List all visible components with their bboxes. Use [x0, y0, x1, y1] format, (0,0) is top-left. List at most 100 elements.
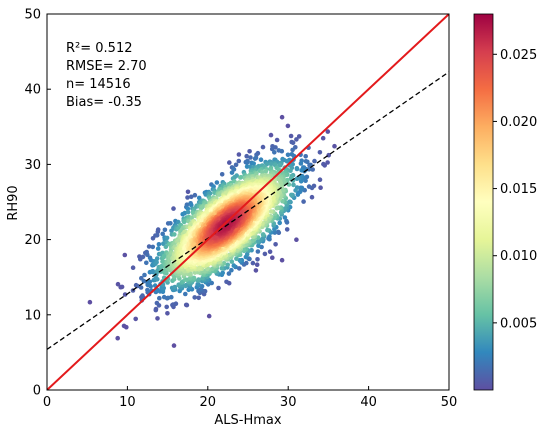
scatter-point — [130, 265, 136, 271]
scatter-point — [298, 185, 304, 191]
colorbar — [473, 13, 494, 391]
scatter-point — [161, 253, 167, 259]
scatter-point — [298, 161, 304, 166]
scatter-point — [155, 246, 161, 251]
scatter-point — [255, 249, 261, 254]
scatter-point — [298, 179, 304, 184]
scatter-point — [284, 218, 289, 224]
colorbar-tick-label: 0.025 — [500, 48, 537, 63]
scatter-point — [171, 343, 177, 348]
scatter-point — [153, 306, 159, 312]
scatter-point — [260, 144, 266, 150]
scatter-point — [306, 184, 312, 189]
colorbar-tick-label: 0.015 — [500, 182, 537, 197]
scatter-point — [236, 152, 242, 157]
scatter-point — [279, 148, 285, 154]
x-tick-label: 20 — [200, 395, 217, 410]
scatter-point — [164, 235, 170, 241]
scatter-point — [285, 123, 291, 129]
scatter-point — [142, 272, 147, 278]
scatter-point — [225, 262, 230, 268]
scatter-point — [255, 239, 260, 244]
scatter-point — [138, 285, 144, 290]
scatter-point — [192, 295, 197, 300]
y-tick-label: 0 — [33, 384, 41, 399]
colorbar-tick-label: 0.020 — [500, 115, 537, 130]
x-tick-label: 40 — [360, 395, 377, 410]
y-tick-label: 20 — [24, 233, 41, 248]
scatter-point — [155, 277, 160, 282]
stat-bias: Bias= -0.35 — [66, 95, 142, 110]
scatter-point — [236, 266, 242, 271]
scatter-point — [273, 242, 278, 247]
scatter-point — [270, 255, 275, 260]
scatter-point — [172, 284, 178, 290]
scatter-point — [195, 282, 200, 287]
scatter-point — [122, 252, 128, 258]
scatter-point — [275, 176, 281, 182]
scatter-point — [148, 284, 153, 289]
scatter-point — [294, 176, 300, 181]
scatter-point — [307, 162, 312, 168]
scatter-point — [267, 249, 273, 254]
scatter-point — [155, 316, 160, 321]
scatter-point — [160, 231, 165, 237]
scatter-point — [317, 177, 323, 182]
y-tick-label: 10 — [24, 308, 41, 323]
scatter-point — [146, 244, 152, 249]
scatter-point — [115, 281, 121, 287]
scatter-point — [251, 161, 256, 166]
scatter-point — [260, 232, 266, 237]
scatter-point — [248, 155, 253, 160]
scatter-point — [288, 133, 294, 139]
scatter-point — [191, 275, 197, 281]
x-tick-label: 30 — [280, 395, 297, 410]
scatter-point — [183, 302, 189, 308]
scatter-point — [256, 243, 261, 248]
scatter-point — [255, 257, 260, 262]
scatter-point — [263, 169, 269, 174]
colorbar-ticks: 0.005 0.010 0.015 0.020 0.025 — [493, 48, 537, 331]
scatter-point — [193, 213, 198, 219]
scatter-point — [321, 161, 326, 167]
scatter-point — [233, 162, 239, 168]
x-tick-label: 10 — [119, 395, 136, 410]
scatter-point — [282, 215, 288, 220]
scatter-point — [157, 295, 162, 301]
scatter-point — [140, 293, 145, 298]
scatter-point — [122, 292, 128, 297]
scatter-point — [196, 295, 201, 301]
scatter-point — [141, 278, 147, 284]
scatter-point — [154, 256, 160, 261]
scatter-point — [183, 282, 189, 288]
scatter-point — [226, 271, 232, 276]
x-axis-ticks: 0 10 20 30 40 50 — [43, 386, 457, 410]
scatter-point — [279, 257, 285, 263]
scatter-point — [164, 304, 169, 310]
y-axis-ticks: 0 10 20 30 40 50 — [24, 8, 51, 399]
scatter-point — [220, 270, 225, 276]
scatter-point — [250, 260, 256, 266]
scatter-point — [272, 226, 277, 232]
scatter-point — [265, 227, 270, 233]
scatter-point — [325, 129, 331, 134]
scatter-point — [303, 154, 309, 159]
scatter-point — [244, 153, 249, 159]
scatter-point — [145, 287, 150, 293]
scatter-point — [147, 279, 153, 285]
scatter-point — [140, 254, 146, 260]
scatter-point — [254, 262, 260, 268]
scatter-point — [274, 137, 280, 143]
scatter-point — [291, 182, 296, 188]
scatter-point — [169, 294, 174, 300]
scatter-point — [227, 160, 232, 165]
stat-r2: R²= 0.512 — [66, 41, 133, 56]
stat-rmse: RMSE= 2.70 — [66, 59, 147, 74]
scatter-point — [294, 237, 299, 242]
scatter-point — [161, 294, 167, 300]
scatter-point — [206, 313, 212, 319]
scatter-point — [277, 220, 283, 226]
scatter-point — [272, 150, 277, 155]
scatter-point — [252, 156, 258, 161]
